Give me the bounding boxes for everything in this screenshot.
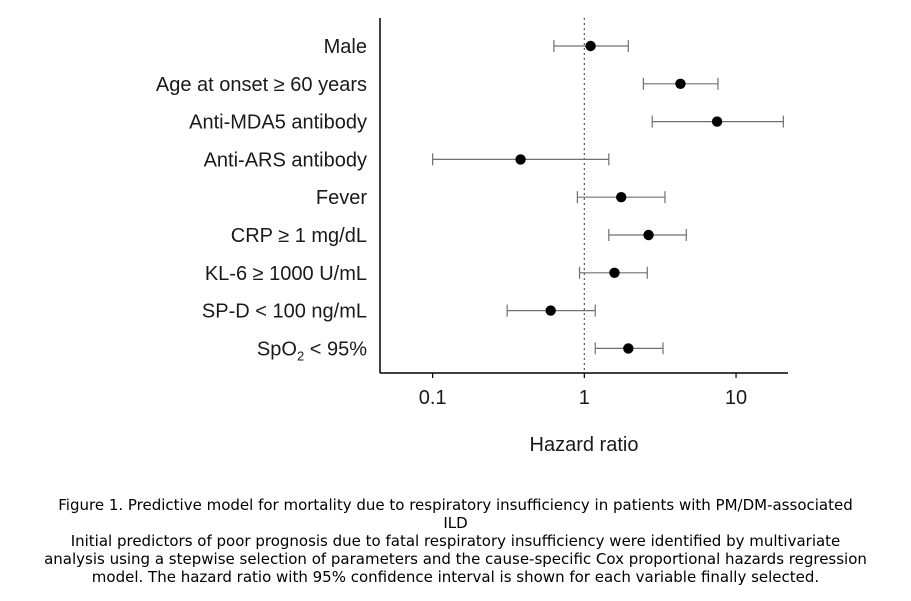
- category-label: Male: [324, 36, 367, 58]
- category-label: SpO2 < 95%: [257, 338, 367, 363]
- estimate-point: [545, 305, 556, 316]
- estimate-point: [515, 154, 526, 165]
- x-tick-label: 0.1: [419, 387, 447, 409]
- estimate-point: [711, 116, 723, 127]
- estimate-point: [623, 343, 634, 354]
- estimate-point: [609, 267, 620, 278]
- category-label: KL-6 ≥ 1000 U/mL: [205, 263, 367, 285]
- caption-title-line: Figure 1. Predictive model for mortality…: [58, 496, 853, 514]
- x-tick-label: 1: [579, 387, 590, 409]
- caption-body-line: Initial predictors of poor prognosis due…: [70, 532, 841, 550]
- category-label: Anti-MDA5 antibody: [189, 112, 367, 134]
- category-label: SP-D < 100 ng/mL: [202, 301, 367, 323]
- x-axis-title: Hazard ratio: [530, 434, 639, 456]
- estimate-point: [585, 40, 596, 52]
- category-label: Fever: [316, 187, 367, 209]
- category-label: CRP ≥ 1 mg/dL: [231, 225, 367, 247]
- estimate-point: [616, 192, 627, 203]
- figure-caption: Figure 1. Predictive model for mortality…: [10, 496, 901, 586]
- estimate-point: [675, 78, 686, 90]
- confidence-interval-layer: [432, 40, 784, 355]
- caption-title-continued: ILD: [443, 514, 468, 532]
- category-label: Anti-ARS antibody: [204, 149, 367, 171]
- estimate-point: [643, 229, 654, 241]
- estimate-point-layer: [515, 40, 723, 354]
- caption-body-line: analysis using a stepwise selection of p…: [44, 550, 867, 568]
- category-labels: Male Age at onset ≥ 60 years Anti-MDA5 ant…: [156, 36, 367, 363]
- category-label: Age at onset ≥ 60 years: [156, 74, 367, 96]
- x-tick-label: 10: [725, 387, 747, 409]
- caption-body-line: model. The hazard ratio with 95% confide…: [91, 568, 820, 586]
- forest-plot: 0.1 1 10 Male Age at onset ≥ 60 years Anti-M…: [156, 18, 788, 456]
- axes: 0.1 1 10: [379, 18, 788, 409]
